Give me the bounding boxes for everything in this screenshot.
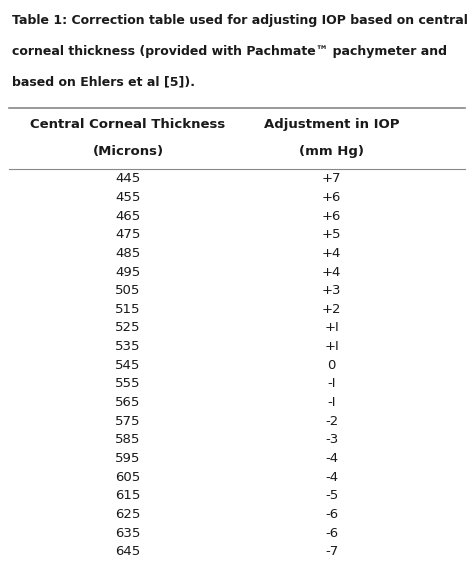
Text: 0: 0 xyxy=(328,359,336,372)
Text: 445: 445 xyxy=(115,172,141,185)
Text: +7: +7 xyxy=(322,172,342,185)
Text: corneal thickness (provided with Pachmate™ pachymeter and: corneal thickness (provided with Pachmat… xyxy=(12,45,447,58)
Text: 615: 615 xyxy=(115,490,141,502)
Text: Adjustment in IOP: Adjustment in IOP xyxy=(264,118,400,131)
Text: -2: -2 xyxy=(325,415,338,428)
Text: +6: +6 xyxy=(322,210,341,223)
Text: 545: 545 xyxy=(115,359,141,372)
Text: +I: +I xyxy=(324,340,339,353)
Text: Table 1: Correction table used for adjusting IOP based on central: Table 1: Correction table used for adjus… xyxy=(12,14,468,27)
Text: 645: 645 xyxy=(115,545,141,559)
Text: -I: -I xyxy=(328,396,336,409)
Text: 555: 555 xyxy=(115,378,141,391)
Text: 485: 485 xyxy=(115,247,141,260)
Text: 565: 565 xyxy=(115,396,141,409)
Text: -6: -6 xyxy=(325,527,338,540)
Text: -7: -7 xyxy=(325,545,338,559)
Text: +2: +2 xyxy=(322,303,342,316)
Text: (mm Hg): (mm Hg) xyxy=(299,145,365,158)
Text: +4: +4 xyxy=(322,265,341,279)
Text: 515: 515 xyxy=(115,303,141,316)
Text: 575: 575 xyxy=(115,415,141,428)
Text: 495: 495 xyxy=(115,265,141,279)
Text: +I: +I xyxy=(324,321,339,334)
Text: 465: 465 xyxy=(115,210,141,223)
Text: -4: -4 xyxy=(325,471,338,484)
Text: 535: 535 xyxy=(115,340,141,353)
Text: 475: 475 xyxy=(115,228,141,241)
Text: (Microns): (Microns) xyxy=(92,145,164,158)
Text: 625: 625 xyxy=(115,508,141,521)
Text: -3: -3 xyxy=(325,433,338,446)
Text: 455: 455 xyxy=(115,191,141,204)
Text: -4: -4 xyxy=(325,452,338,465)
Text: 505: 505 xyxy=(115,284,141,297)
Text: -5: -5 xyxy=(325,490,338,502)
Text: -6: -6 xyxy=(325,508,338,521)
Text: +4: +4 xyxy=(322,247,341,260)
Text: 605: 605 xyxy=(115,471,141,484)
Text: 525: 525 xyxy=(115,321,141,334)
Text: +5: +5 xyxy=(322,228,342,241)
Text: based on Ehlers et al [5]).: based on Ehlers et al [5]). xyxy=(12,76,195,89)
Text: -I: -I xyxy=(328,378,336,391)
Text: 585: 585 xyxy=(115,433,141,446)
Text: +3: +3 xyxy=(322,284,342,297)
Text: Central Corneal Thickness: Central Corneal Thickness xyxy=(30,118,226,131)
Text: 595: 595 xyxy=(115,452,141,465)
Text: 635: 635 xyxy=(115,527,141,540)
Text: +6: +6 xyxy=(322,191,341,204)
